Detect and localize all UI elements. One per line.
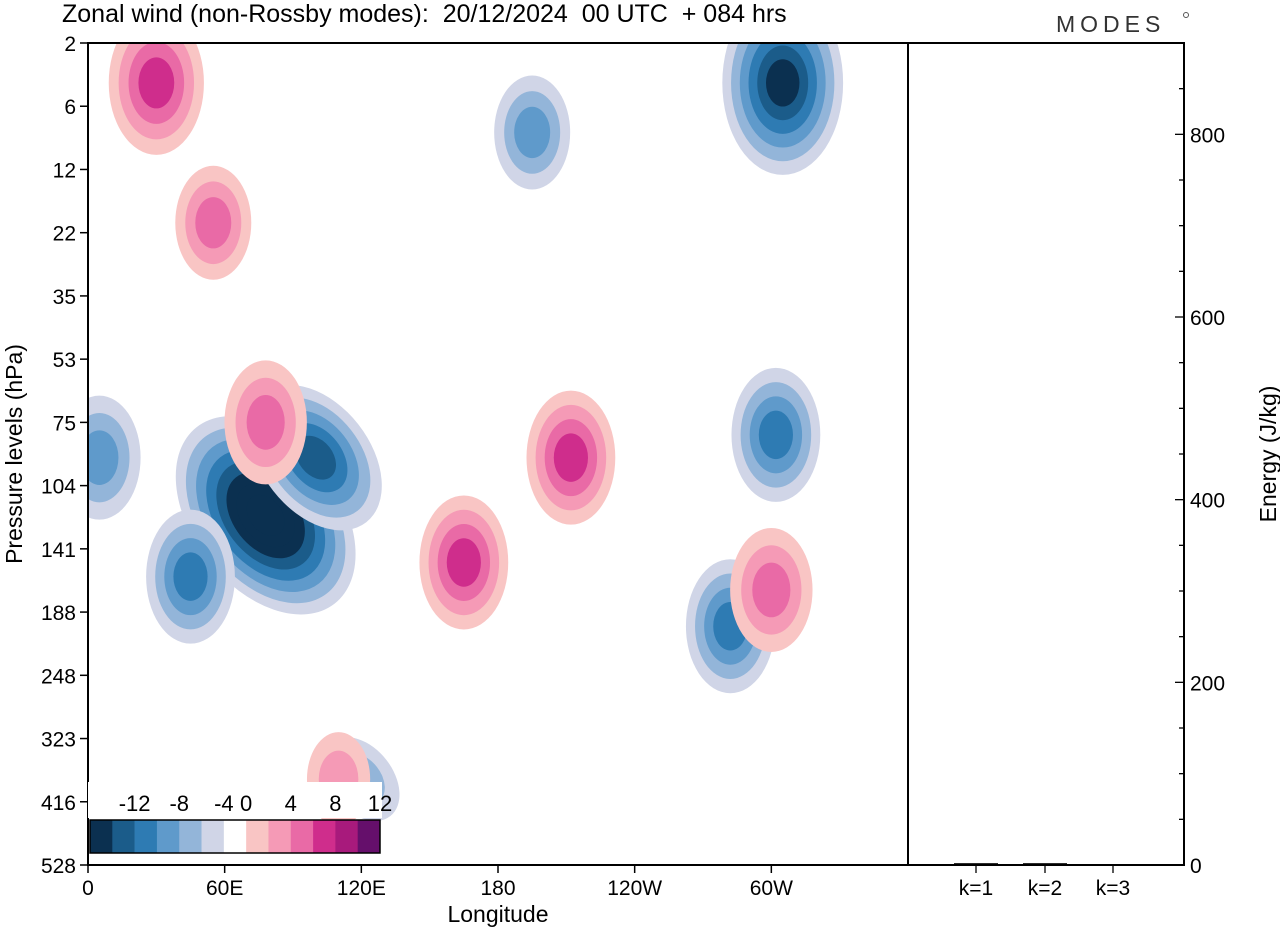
heatmap-field (88, 43, 844, 827)
energy-axis: 0 200 400 600 800 (1175, 42, 1225, 878)
y-tick-label: 528 (41, 855, 76, 878)
easterly-anomaly (722, 43, 844, 175)
y-tick-label: 35 (53, 286, 76, 309)
energy-category-label: k=1 (959, 877, 993, 900)
contour-band (246, 494, 285, 536)
contour-band (758, 410, 793, 460)
y-tick-label: 416 (41, 792, 76, 815)
y-tick-label: 323 (41, 729, 76, 752)
colorbar-swatch (90, 820, 113, 853)
colorbar-label: -8 (169, 791, 189, 816)
westerly-anomaly (108, 43, 204, 155)
x-tick-label: 120E (337, 877, 386, 900)
energy-tick-label: 800 (1190, 124, 1225, 147)
y-axis: 2 6 12 22 35 53 75 104 141 188 248 323 416 528 (41, 33, 88, 878)
colorbar-swatch (290, 820, 314, 853)
energy-bar (954, 863, 998, 865)
y-tick-label: 248 (41, 665, 76, 688)
energy-tick-label: 400 (1190, 490, 1225, 513)
westerly-anomaly (175, 165, 252, 280)
contour-band (173, 552, 208, 601)
colorbar-label: -12 (119, 791, 151, 816)
colorbar-swatch (357, 820, 381, 853)
easterly-anomaly (88, 395, 141, 520)
contour-band (138, 57, 175, 109)
y-tick-label: 53 (53, 349, 76, 372)
energy-bar (1023, 863, 1067, 865)
energy-category-label: k=3 (1096, 877, 1130, 900)
energy-tick-label: 200 (1190, 672, 1225, 695)
energy-tick-label: 600 (1190, 307, 1225, 330)
colorbar-label: 4 (285, 791, 297, 816)
contour-band (553, 433, 588, 482)
colorbar-label: 0 (240, 791, 252, 816)
energy-bars: k=1 k=2 k=3 (954, 863, 1135, 900)
contour-band (765, 59, 800, 107)
y-tick-label: 75 (53, 412, 76, 435)
contour-band (752, 562, 791, 618)
easterly-anomaly (494, 75, 571, 190)
colorbar-swatch (112, 820, 135, 853)
y-tick-label: 22 (53, 223, 76, 246)
contour-band (246, 395, 285, 450)
westerly-anomaly (419, 495, 509, 630)
energy-category-label: k=2 (1028, 877, 1062, 900)
easterly-anomaly (731, 367, 821, 502)
colorbar-label: 12 (368, 791, 392, 816)
y-axis-label: Pressure levels (hPa) (1, 344, 27, 564)
contour-band (446, 538, 481, 587)
modes-logo: MODES (1056, 11, 1165, 37)
x-axis-label: Longitude (447, 901, 548, 927)
westerly-anomaly (526, 390, 616, 525)
y-tick-label: 12 (53, 159, 76, 182)
y-tick-label: 104 (41, 476, 76, 499)
x-tick-label: 60E (206, 877, 243, 900)
energy-axis-label: Energy (J/kg) (1255, 386, 1280, 523)
colorbar-swatch (201, 820, 225, 853)
contour-band (88, 430, 119, 485)
y-tick-label: 2 (64, 33, 76, 56)
x-tick-label: 0 (82, 877, 94, 900)
x-tick-label: 120W (607, 877, 662, 900)
westerly-anomaly (224, 360, 307, 485)
x-axis: 0 60E 120E 180 120W 60W (82, 865, 793, 900)
x-tick-label: 60W (750, 877, 793, 900)
y-tick-label: 141 (41, 539, 76, 562)
colorbar-label-background (88, 782, 382, 818)
colorbar-swatch (134, 820, 158, 853)
contour-band (195, 197, 232, 249)
chart-title: Zonal wind (non-Rossby modes): 20/12/202… (62, 0, 787, 28)
westerly-anomaly (730, 527, 813, 652)
energy-frame (907, 42, 1185, 866)
contour-band (514, 106, 551, 159)
colorbar-swatch (313, 820, 336, 853)
logo-mark-icon (1183, 12, 1189, 18)
energy-tick-label: 0 (1190, 855, 1202, 878)
colorbar-frame (89, 819, 381, 854)
colorbar-label: -4 (214, 791, 234, 816)
colorbar-swatch (179, 820, 202, 853)
colorbar-swatch (223, 820, 247, 853)
colorbar-swatch (268, 820, 292, 853)
colorbar-swatch (246, 820, 269, 853)
colorbar: -12 -8 -4 0 4 8 12 (88, 782, 392, 854)
energy-bar (1091, 864, 1135, 866)
y-tick-label: 6 (64, 96, 76, 119)
easterly-anomaly (146, 509, 235, 644)
y-tick-label: 188 (41, 602, 76, 625)
x-tick-label: 180 (480, 877, 515, 900)
colorbar-label: 8 (329, 791, 341, 816)
contour-band (295, 435, 337, 480)
colorbar-swatch (156, 820, 180, 853)
colorbar-swatch (335, 820, 358, 853)
